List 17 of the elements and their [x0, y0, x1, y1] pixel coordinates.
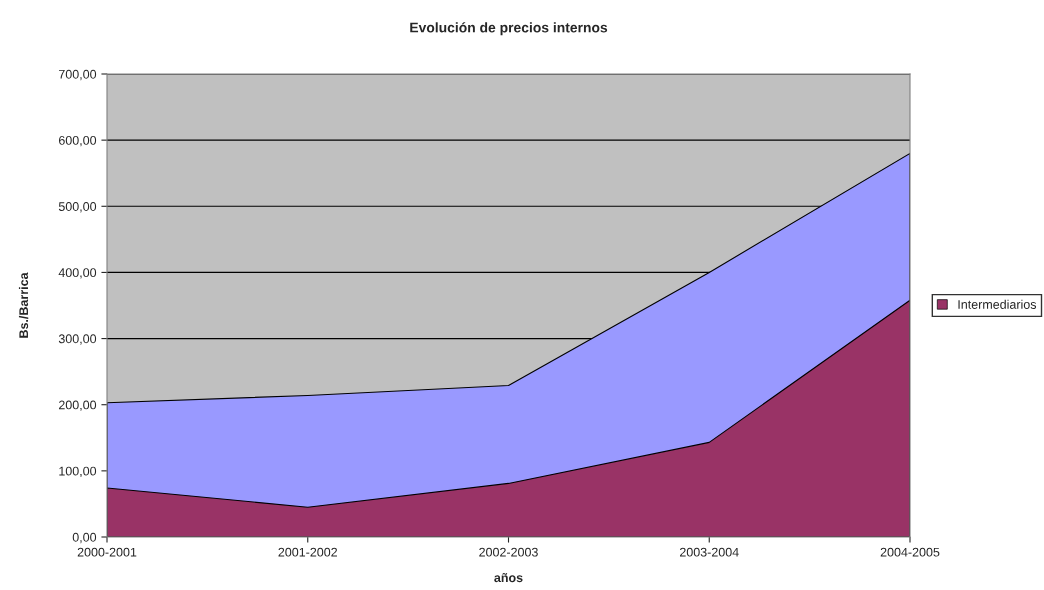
x-tick-label: 2003-2004 [679, 547, 739, 557]
y-tick-label: 0,00 [72, 532, 97, 544]
x-tick-label: 2000-2001 [77, 547, 137, 557]
x-tick-label: 2002-2003 [479, 547, 538, 557]
y-tick-label: 200,00 [58, 400, 97, 411]
y-tick-label: 400,00 [58, 268, 97, 279]
y-axis-title: Bs./Barrica [18, 272, 29, 338]
x-tick-label: 2001-2002 [278, 547, 338, 557]
x-axis-title: años [494, 573, 523, 583]
chart-title: Evolución de precios internos [410, 22, 608, 36]
legend-label: Intermediarios [958, 299, 1037, 309]
y-tick-label: 600,00 [58, 135, 97, 147]
y-tick-label: 100,00 [59, 466, 97, 477]
x-tick-label: 2004-2005 [880, 547, 940, 557]
y-tick-label: 700,00 [59, 69, 97, 81]
y-tick-label: 300,00 [58, 334, 97, 345]
y-tick-label: 500,00 [58, 202, 97, 213]
